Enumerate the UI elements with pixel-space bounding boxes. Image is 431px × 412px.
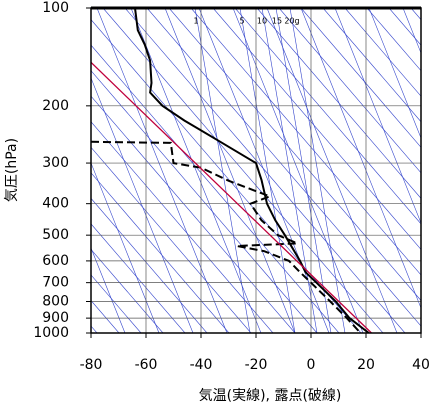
y-tick-label: 600 xyxy=(42,253,69,269)
y-tick-label: 500 xyxy=(42,227,69,243)
y-tick-label: 200 xyxy=(42,98,69,114)
y-tick-label: 100 xyxy=(42,0,69,16)
y-axis-label: 気圧(hPa) xyxy=(4,138,20,202)
moist-line xyxy=(91,162,160,333)
adiabat-line xyxy=(124,8,406,333)
adiabat-line xyxy=(322,8,421,123)
adiabat-line xyxy=(91,19,362,333)
adiabat-line xyxy=(91,121,274,333)
profile-line xyxy=(91,61,372,333)
adiabat-line xyxy=(234,8,421,225)
moist-line xyxy=(91,247,126,333)
moist-line xyxy=(232,8,364,333)
x-tick-label: 40 xyxy=(412,357,430,373)
y-tick-label: 900 xyxy=(42,310,69,326)
adiabat-line xyxy=(300,8,421,148)
moist-line xyxy=(164,8,296,333)
adiabat-line xyxy=(91,146,252,333)
profiles xyxy=(91,8,372,333)
mixing-ratio-label: 15 xyxy=(272,17,282,26)
adiabat-line xyxy=(91,274,142,333)
adiabat-line xyxy=(102,8,384,333)
moist-line xyxy=(91,77,194,333)
mixing-ratio-label: 20g xyxy=(284,17,299,26)
y-tick-label: 800 xyxy=(42,294,69,310)
y-tick-label: 1000 xyxy=(33,325,69,341)
profile-line xyxy=(134,8,370,333)
mixing-ratio-label: 5 xyxy=(239,17,244,26)
adiabat-line xyxy=(146,8,421,327)
adiabat-line xyxy=(91,95,296,333)
x-tick-label: -80 xyxy=(80,357,103,373)
adiabat-line xyxy=(91,248,164,333)
moist-line xyxy=(334,8,421,224)
x-tick-label: 20 xyxy=(357,357,375,373)
x-tick-label: -40 xyxy=(190,357,213,373)
adiabat-line xyxy=(91,172,230,333)
adiabat-line xyxy=(91,197,208,333)
mixing-ratio-label: 10 xyxy=(257,17,267,26)
y-tick-label: 300 xyxy=(42,155,69,171)
moist-line xyxy=(198,8,330,333)
x-axis-label: 気温(実線), 露点(破線) xyxy=(199,388,342,404)
mixing-line xyxy=(239,8,296,333)
background-lines xyxy=(91,8,421,333)
moist-line xyxy=(368,8,421,139)
adiabat-line xyxy=(91,223,186,333)
x-tick-label: -20 xyxy=(245,357,268,373)
labels: -80 -60 -40 -20 0 20 40 100 200 300 400 500 600 700 80… xyxy=(33,0,430,373)
adiabat-line xyxy=(388,8,421,46)
adiabat-line xyxy=(190,8,421,276)
adiabat-line xyxy=(212,8,421,250)
profile-line xyxy=(91,140,362,333)
grid xyxy=(86,7,422,338)
adiabat-line xyxy=(344,8,421,97)
adiabat-line xyxy=(168,8,421,301)
mixing-line xyxy=(275,8,332,333)
moist-line xyxy=(130,8,262,333)
mixing-line xyxy=(289,8,346,333)
adiabat-line xyxy=(366,8,421,72)
adiabat-line xyxy=(256,8,421,199)
y-tick-label: 400 xyxy=(42,196,69,212)
moist-line xyxy=(266,8,398,333)
y-tick-label: 700 xyxy=(42,275,69,291)
x-tick-label: -60 xyxy=(135,357,158,373)
mixing-line xyxy=(194,8,251,333)
moist-line xyxy=(96,8,228,333)
x-tick-label: 0 xyxy=(307,357,316,373)
adiabat-line xyxy=(278,8,421,174)
mixing-ratio-label: 1 xyxy=(193,17,198,26)
adiabat-line xyxy=(91,70,318,333)
adiabat-line xyxy=(91,44,340,333)
